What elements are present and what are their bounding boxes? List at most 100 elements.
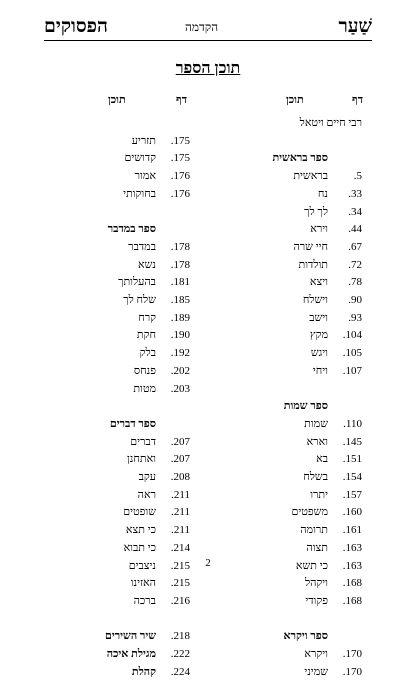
toc-entry: פקודי 168.: [212, 592, 362, 610]
toc-entry-page: 176.: [170, 187, 190, 200]
toc-entry-page: 105.: [342, 347, 362, 360]
toc-entry-page: 163.: [342, 559, 362, 572]
toc-entry: חקת 190.: [40, 326, 190, 344]
toc-entry-title: וישלח: [302, 294, 328, 306]
toc-entry-title: בהעלותך: [118, 276, 156, 289]
toc-entry-title: ואתחנן: [126, 453, 156, 466]
toc-entry-page: 34.: [348, 205, 362, 218]
toc-entry-page: 214.: [170, 541, 190, 554]
toc-entry-title: ויגש: [310, 347, 328, 360]
toc-entry-page: 215.: [170, 577, 190, 590]
toc-section-heading: שיר השירים 218.: [40, 627, 190, 645]
toc-entry-page: 216.: [170, 594, 190, 607]
right-col-content-header: תוכן: [286, 94, 304, 106]
toc-entry-title: בא: [316, 453, 328, 466]
toc-entry: האזינו 215.: [40, 574, 190, 592]
toc-entry: יתרו 157.: [212, 486, 362, 504]
toc-entry: ויקהל 168.: [212, 574, 362, 592]
toc-section-heading: ספר בראשית: [212, 149, 362, 167]
toc-entry-title: במדבר: [128, 240, 156, 253]
toc-entry-title: וירא: [310, 223, 328, 236]
toc-entry: תצוה 163.: [212, 539, 362, 557]
toc-entry: ויקרא 170.: [212, 645, 362, 663]
page-title: תוכן הספר: [175, 60, 241, 77]
toc-entry: שופטים 211.: [40, 503, 190, 521]
toc-entry-page: 222.: [170, 648, 190, 660]
header-rule: [44, 40, 372, 41]
toc-entry-page: 163.: [342, 541, 362, 554]
toc-entry-title: ספר שמות: [283, 400, 328, 413]
toc-entry: רבי חיים ויטאל: [212, 114, 362, 132]
toc-entry-page: 211.: [171, 524, 190, 537]
toc-section-heading: ספר דברים: [40, 415, 190, 433]
toc-section-heading: ספר במדבר: [40, 220, 190, 238]
toc-entry: אמור 176.: [40, 167, 190, 185]
toc-entry-title: ספר דברים: [109, 417, 156, 430]
toc-entry-title: קהלת: [131, 665, 156, 678]
toc-entry-page: 207.: [170, 453, 190, 466]
toc-entry: קרח 189.: [40, 309, 190, 327]
toc-entry-title: ראה: [137, 488, 156, 501]
toc-entry: חיי שרה 67.: [212, 238, 362, 256]
header-right-title: שַׁעַר: [338, 16, 372, 37]
toc-entry-page: 5.: [353, 170, 362, 183]
toc-entry-page: 72.: [348, 258, 362, 271]
toc-entry: וירא 44.: [212, 220, 362, 238]
toc-entry: וארא 145.: [212, 433, 362, 451]
toc-entry-page: 211.: [171, 506, 190, 519]
toc-entry: משפטים 160.: [212, 503, 362, 521]
toc-entry-page: 168.: [342, 594, 362, 607]
toc-entry: שמות 110.: [212, 415, 362, 433]
toc-entry-page: 93.: [348, 311, 362, 324]
toc-entry-page: 44.: [348, 223, 362, 236]
toc-entry-title: ספר ויקרא: [283, 630, 328, 643]
toc-entry-title: פקודי: [305, 594, 328, 607]
toc-entry-page: 175.: [170, 152, 190, 165]
toc-entry-page: 215.: [170, 559, 190, 572]
toc-entry: עקב 208.: [40, 468, 190, 486]
toc-entry-page: 190.: [170, 329, 190, 342]
toc-entry-page: 207.: [170, 435, 190, 448]
toc-entry-title: ויצא: [309, 276, 328, 289]
toc-entry: ראה 211.: [40, 486, 190, 504]
toc-section-heading: מגילת איכה 222.: [40, 645, 190, 663]
toc-entry-page: 203.: [170, 382, 190, 395]
toc-entry-title: קדושים: [124, 152, 156, 165]
toc-entry-title: האזינו: [130, 577, 156, 590]
toc-entry-title: חיי שרה: [293, 240, 328, 253]
toc-entry-page: 202.: [170, 364, 190, 377]
toc-section-heading: קהלת 224.: [40, 663, 190, 681]
toc-entry-page: 104.: [342, 329, 362, 342]
toc-entry-page: 211.: [171, 488, 190, 501]
toc-entry-page: 176.: [170, 170, 190, 183]
toc-entry-title: כי תשא: [295, 559, 328, 572]
toc-entry: בחוקותי 176.: [40, 185, 190, 203]
header-left-title: הפסוקים: [44, 16, 108, 37]
toc-entry-page: 145.: [342, 435, 362, 448]
toc-entry: ויחי 107.: [212, 362, 362, 380]
toc-entry: דברים 207.: [40, 433, 190, 451]
toc-entry-title: תצוה: [306, 541, 328, 554]
toc-entry-title: תולדות: [298, 258, 328, 271]
toc-entry: וישב 93.: [212, 309, 362, 327]
toc-entry-page: 107.: [342, 364, 362, 377]
toc-entry: שמיני 170.: [212, 663, 362, 681]
toc-entry: ואתחנן 207.: [40, 450, 190, 468]
toc-entry-title: מטות: [133, 382, 156, 395]
toc-entry-title: לך לך: [304, 205, 328, 218]
toc-entry-title: שלח לך: [123, 294, 156, 306]
toc-entry-page: 192.: [170, 347, 190, 360]
toc-entry: בשלח 154.: [212, 468, 362, 486]
toc-entry-page: 189.: [170, 311, 190, 324]
toc-entry: בראשית 5.: [212, 167, 362, 185]
toc-entry-title: תרומה: [300, 524, 328, 537]
toc-entry-title: בשלח: [303, 471, 328, 483]
toc-entry: לך לך 34.: [212, 203, 362, 221]
toc-entry-title: וישב: [309, 311, 328, 324]
toc-entry-page: 208.: [170, 471, 190, 483]
toc-entry-page: 175.: [170, 134, 190, 147]
toc-entry-title: ספר בראשית: [272, 152, 328, 165]
toc-entry: פנחס 202.: [40, 362, 190, 380]
toc-entry-title: תזריע: [131, 134, 156, 147]
toc-entry-page: 154.: [342, 471, 362, 483]
